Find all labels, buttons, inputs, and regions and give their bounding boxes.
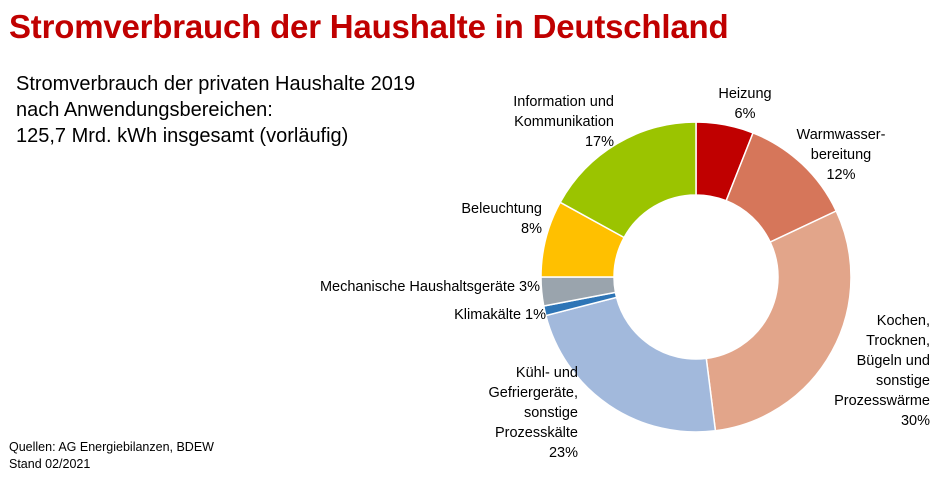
subtitle-line-3: 125,7 Mrd. kWh insgesamt (vorläufig)	[16, 125, 349, 147]
sources-text: Quellen: AG Energiebilanzen, BDEW	[9, 440, 214, 454]
slice-value-label: 12%	[826, 167, 856, 183]
subtitle-line-2: nach Anwendungsbereichen:	[16, 99, 273, 121]
label-kochen: Kochen, Trocknen, Bügeln und sonstige Prozes…	[806, 311, 930, 431]
label-ikt: Information und Kommunikation 17%	[480, 92, 614, 152]
slice-label-line: Beleuchtung	[461, 201, 542, 217]
slice-value-label: 6%	[734, 106, 756, 122]
slice-label-line: Gefriergeräte,	[488, 385, 578, 401]
label-warmwasser: Warmwasser-bereitung 12%	[782, 125, 900, 185]
slice-label-line: sonstige	[523, 405, 578, 421]
slice-label-line: Kommunikation	[514, 114, 614, 130]
slice-ikt	[559, 121, 697, 239]
slice-label-line: Heizung	[718, 86, 772, 102]
page-title: Stromverbrauch der Haushalte in Deutschl…	[9, 8, 729, 45]
label-heizung: Heizung 6%	[716, 84, 774, 124]
label-klima: Klimakälte 1%	[410, 305, 546, 325]
slice-kochen	[705, 210, 852, 432]
slice-label-line: sonstige	[875, 373, 930, 389]
slice-label-line: bereitung	[810, 147, 872, 163]
sources-note: Quellen: AG Energiebilanzen, BDEW Stand …	[9, 439, 214, 473]
slice-label-line: Trocknen,	[866, 333, 930, 349]
slice-value-label: 8%	[521, 221, 542, 237]
label-mechanisch: Mechanische Haushaltsgeräte 3%	[290, 277, 540, 297]
slice-value-label: 17%	[584, 134, 614, 150]
slice-label-line: Kochen,	[876, 313, 930, 329]
slice-value-label: 30%	[900, 413, 930, 429]
label-kuehl: Kühl- und Gefriergeräte, sonstige Prozesskä…	[456, 363, 578, 463]
slice-kuehl	[544, 296, 717, 433]
date-text: Stand 02/2021	[9, 457, 91, 471]
slice-label-line: Klimakälte 1%	[454, 307, 546, 323]
slice-label-line: Bügeln und	[856, 353, 930, 369]
subtitle-line-1: Stromverbrauch der privaten Haushalte 20…	[16, 73, 416, 95]
chart-subtitle: Stromverbrauch der privaten Haushalte 20…	[16, 71, 415, 149]
slice-label-line: Warmwasser-	[796, 127, 886, 143]
slice-label-line: Mechanische Haushaltsgeräte 3%	[319, 279, 540, 295]
slice-value-label: 23%	[548, 445, 578, 461]
slice-label-line: Information und	[513, 94, 614, 110]
slice-label-line: Kühl- und	[515, 365, 578, 381]
slice-label-line: Prozesskälte	[494, 425, 578, 441]
label-beleuchtung: Beleuchtung 8%	[430, 199, 542, 239]
slice-label-line: Prozesswärme	[834, 393, 930, 409]
